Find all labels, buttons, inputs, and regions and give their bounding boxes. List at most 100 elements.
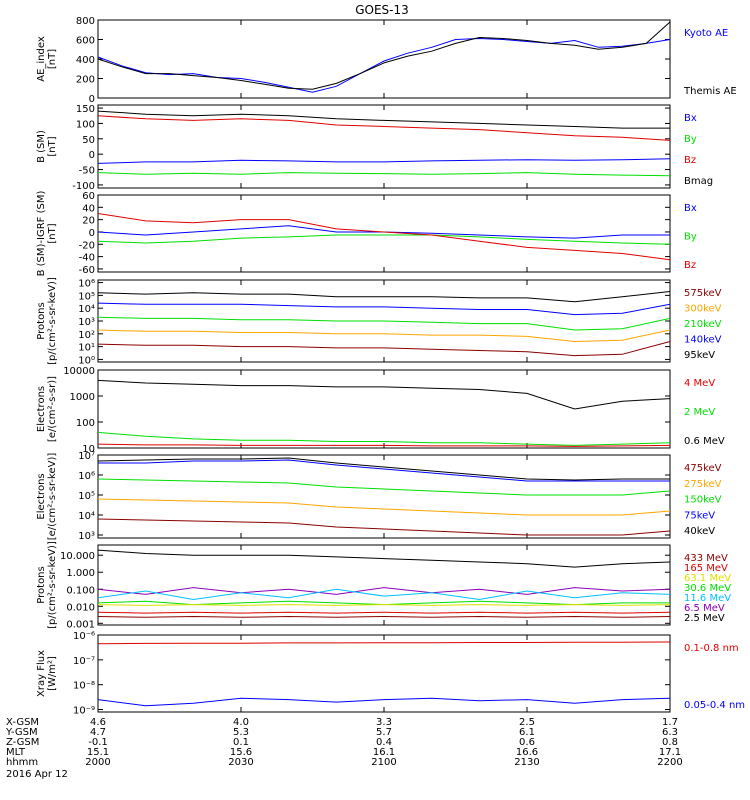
y-axis-label: Electrons[e/(cm²-s-sr-keV)] xyxy=(36,453,58,541)
legend-label: Bmag xyxy=(684,176,713,187)
footer-row-value: 15.1 xyxy=(87,747,109,758)
legend-label: 575keV xyxy=(684,288,722,299)
y-tick-label: 10⁶ xyxy=(78,471,95,482)
panel-frame xyxy=(97,369,671,449)
y-tick-label: 20 xyxy=(82,216,95,227)
footer-row-value: 5.3 xyxy=(233,727,249,738)
series-line-433-MeV xyxy=(97,615,671,618)
legend-label: 6.5 MeV xyxy=(684,603,725,614)
y-tick-label: 1.000 xyxy=(66,568,95,579)
y-tick-label: 0.010 xyxy=(66,602,95,613)
panel-2: -100 -50 0 50 100 150 B (SM)[nT] Bx By Bz Bmag xyxy=(36,104,713,192)
series-line-95keV xyxy=(97,291,671,303)
y-axis-label: Electrons[e/(cm²-s-sr)] xyxy=(36,376,58,442)
legend-label: 0.1-0.8 nm xyxy=(684,643,739,654)
y-axis-label: Protons[p/(cm²-s-sr-keV)] xyxy=(36,541,58,629)
series-line-475keV xyxy=(97,518,671,536)
panel-7: 0.0010.0100.1001.00010.000Protons[p/(cm²… xyxy=(36,541,731,630)
orbit-footer: X-GSM 4.6 4.0 3.3 2.5 1.7 Y-GSM 4.7 5.3 5.7 6.1 6.3… xyxy=(5,717,683,768)
panel-frame xyxy=(97,19,671,99)
y-tick-label: -60 xyxy=(79,265,95,276)
y-tick-label: -50 xyxy=(79,166,95,177)
y-tick-label: 10 xyxy=(82,444,95,455)
y-axis-label-line: Protons xyxy=(36,566,47,603)
y-axis-label-line: Protons xyxy=(36,302,47,339)
y-tick-label: 10⁶ xyxy=(78,279,95,290)
series-line-11.6-MeV xyxy=(97,588,671,601)
footer-row-label: hhmm xyxy=(6,757,38,768)
y-tick-label: 10⁻⁷ xyxy=(73,656,95,667)
series-line-Kyoto-AE xyxy=(97,37,671,93)
legend-label: By xyxy=(684,232,697,243)
legend-label: 150keV xyxy=(684,495,722,506)
footer-row-value: 2200 xyxy=(657,757,682,768)
series-line-63.1-MeV xyxy=(97,604,671,606)
panel-frame xyxy=(97,544,671,626)
y-axis-label: Protons[p/(cm²-s-sr-keV)] xyxy=(36,277,58,365)
y-tick-label: 10⁻⁶ xyxy=(73,631,95,642)
legend-label: 140keV xyxy=(684,335,722,346)
footer-row-value: 5.7 xyxy=(376,727,392,738)
footer-row-value: 2100 xyxy=(371,757,396,768)
legend-label: 40keV xyxy=(684,526,715,537)
y-tick-label: 0 xyxy=(89,94,95,105)
y-tick-label: 50 xyxy=(82,135,95,146)
legend-label: Kyoto AE xyxy=(684,28,728,39)
legend-label: 4 MeV xyxy=(684,378,715,389)
footer-row-value: 2000 xyxy=(85,757,110,768)
series-line-40keV xyxy=(97,457,670,481)
series-line-0.1-0.8-nm xyxy=(97,641,671,645)
y-axis-label-line: [p/(cm²-s-sr-keV)] xyxy=(47,277,58,365)
series-line-Themis-AE xyxy=(97,21,671,90)
panel-6: 10³ 10⁴ 10⁵ 10⁶ 10⁷ Electrons[e/(cm²-s-sr-keV… xyxy=(36,451,722,542)
figure-title: GOES-13 xyxy=(355,3,409,17)
series-line-6.5-MeV xyxy=(97,587,671,595)
series-line-275keV xyxy=(97,498,671,516)
series-line-By xyxy=(97,172,671,177)
series-line-2.5-MeV xyxy=(97,549,671,568)
series-line-0.6-MeV xyxy=(97,379,671,410)
y-axis-label: B (SM)-IGRF (SM)[nT] xyxy=(36,191,58,277)
y-axis-label-line: Electrons xyxy=(36,473,47,519)
footer-row-value: 2.5 xyxy=(519,717,535,728)
series-line-0.05-0.4-nm xyxy=(97,697,671,707)
y-tick-label: 40 xyxy=(82,203,95,214)
footer-row-label: Y-GSM xyxy=(5,727,38,738)
y-tick-label: 60 xyxy=(82,191,95,202)
legend-label: 300keV xyxy=(684,304,722,315)
y-tick-label: 10⁻⁹ xyxy=(73,706,95,717)
y-axis-label-line: B (SM)-IGRF (SM) xyxy=(36,191,47,277)
footer-row-value: 16.1 xyxy=(373,747,395,758)
series-line-4-MeV xyxy=(97,443,671,447)
y-tick-label: 10⁴ xyxy=(78,304,95,315)
series-line-210keV xyxy=(97,316,671,331)
footer-row-label: MLT xyxy=(6,747,26,758)
footer-row-value: 3.3 xyxy=(376,717,392,728)
y-tick-label: 10³ xyxy=(78,317,95,328)
series-line-300keV xyxy=(97,329,671,343)
footer-row-value: 4.6 xyxy=(90,717,106,728)
footer-row-value: 1.7 xyxy=(662,717,678,728)
legend-label: By xyxy=(684,134,697,145)
y-tick-label: 400 xyxy=(76,55,95,66)
y-axis-label-line: [nT] xyxy=(47,136,58,156)
y-axis-label-line: Electrons xyxy=(36,386,47,432)
y-axis-label-line: [nT] xyxy=(47,223,58,243)
y-tick-label: -100 xyxy=(72,181,95,192)
panel-frame xyxy=(97,634,671,713)
series-line-140keV xyxy=(97,302,671,316)
footer-row-value: 2130 xyxy=(514,757,539,768)
legend-label: Bx xyxy=(684,203,697,214)
footer-row-label: Z-GSM xyxy=(6,737,39,748)
y-tick-label: 10⁴ xyxy=(78,511,95,522)
legend-label: 63.1 MeV xyxy=(684,573,731,584)
series-line-By xyxy=(97,234,671,245)
y-axis-label: B (SM)[nT] xyxy=(36,130,58,163)
y-tick-label: 100 xyxy=(76,418,95,429)
footer-row-value: 6.3 xyxy=(662,727,678,738)
footer-row-value: -0.1 xyxy=(88,737,108,748)
y-tick-label: 0.100 xyxy=(66,585,95,596)
legend-label: 2.5 MeV xyxy=(684,613,725,624)
footer-row-value: 0.4 xyxy=(376,737,392,748)
